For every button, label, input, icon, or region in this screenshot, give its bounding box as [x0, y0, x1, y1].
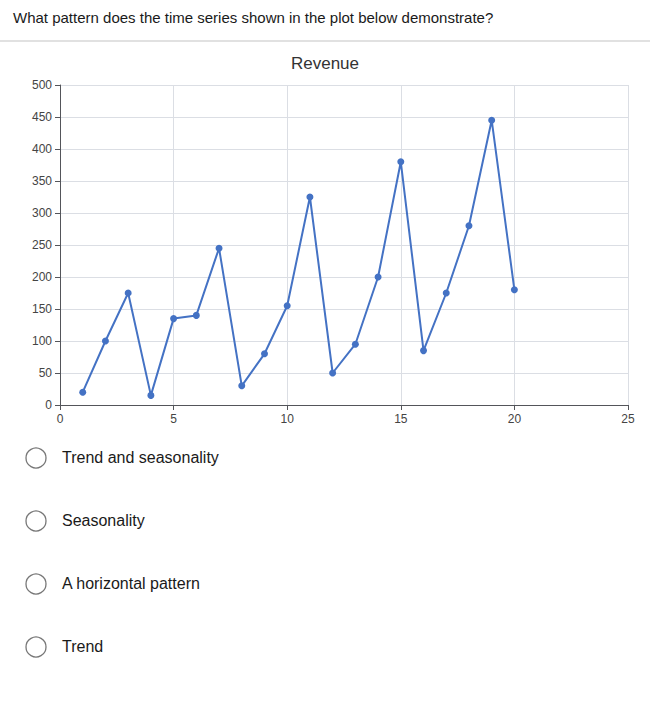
svg-text:300: 300 [32, 206, 52, 220]
svg-text:Trend: Trend [62, 638, 103, 655]
svg-text:15: 15 [394, 412, 408, 426]
svg-text:100: 100 [32, 334, 52, 348]
svg-text:10: 10 [281, 412, 295, 426]
svg-text:25: 25 [621, 412, 635, 426]
svg-text:150: 150 [32, 302, 52, 316]
svg-text:400: 400 [32, 142, 52, 156]
svg-text:250: 250 [32, 238, 52, 252]
svg-text:50: 50 [39, 366, 53, 380]
svg-text:What pattern does the time ser: What pattern does the time series shown … [13, 9, 493, 26]
svg-text:5: 5 [170, 412, 177, 426]
svg-text:350: 350 [32, 174, 52, 188]
svg-text:500: 500 [32, 78, 52, 92]
svg-text:0: 0 [57, 412, 64, 426]
svg-text:Trend and seasonality: Trend and seasonality [62, 449, 219, 466]
svg-text:450: 450 [32, 110, 52, 124]
svg-text:0: 0 [45, 398, 52, 412]
svg-text:Seasonality: Seasonality [62, 512, 145, 529]
svg-text:A horizontal pattern: A horizontal pattern [62, 575, 200, 592]
svg-text:20: 20 [508, 412, 522, 426]
svg-text:200: 200 [32, 270, 52, 284]
svg-text:Revenue: Revenue [291, 54, 359, 73]
